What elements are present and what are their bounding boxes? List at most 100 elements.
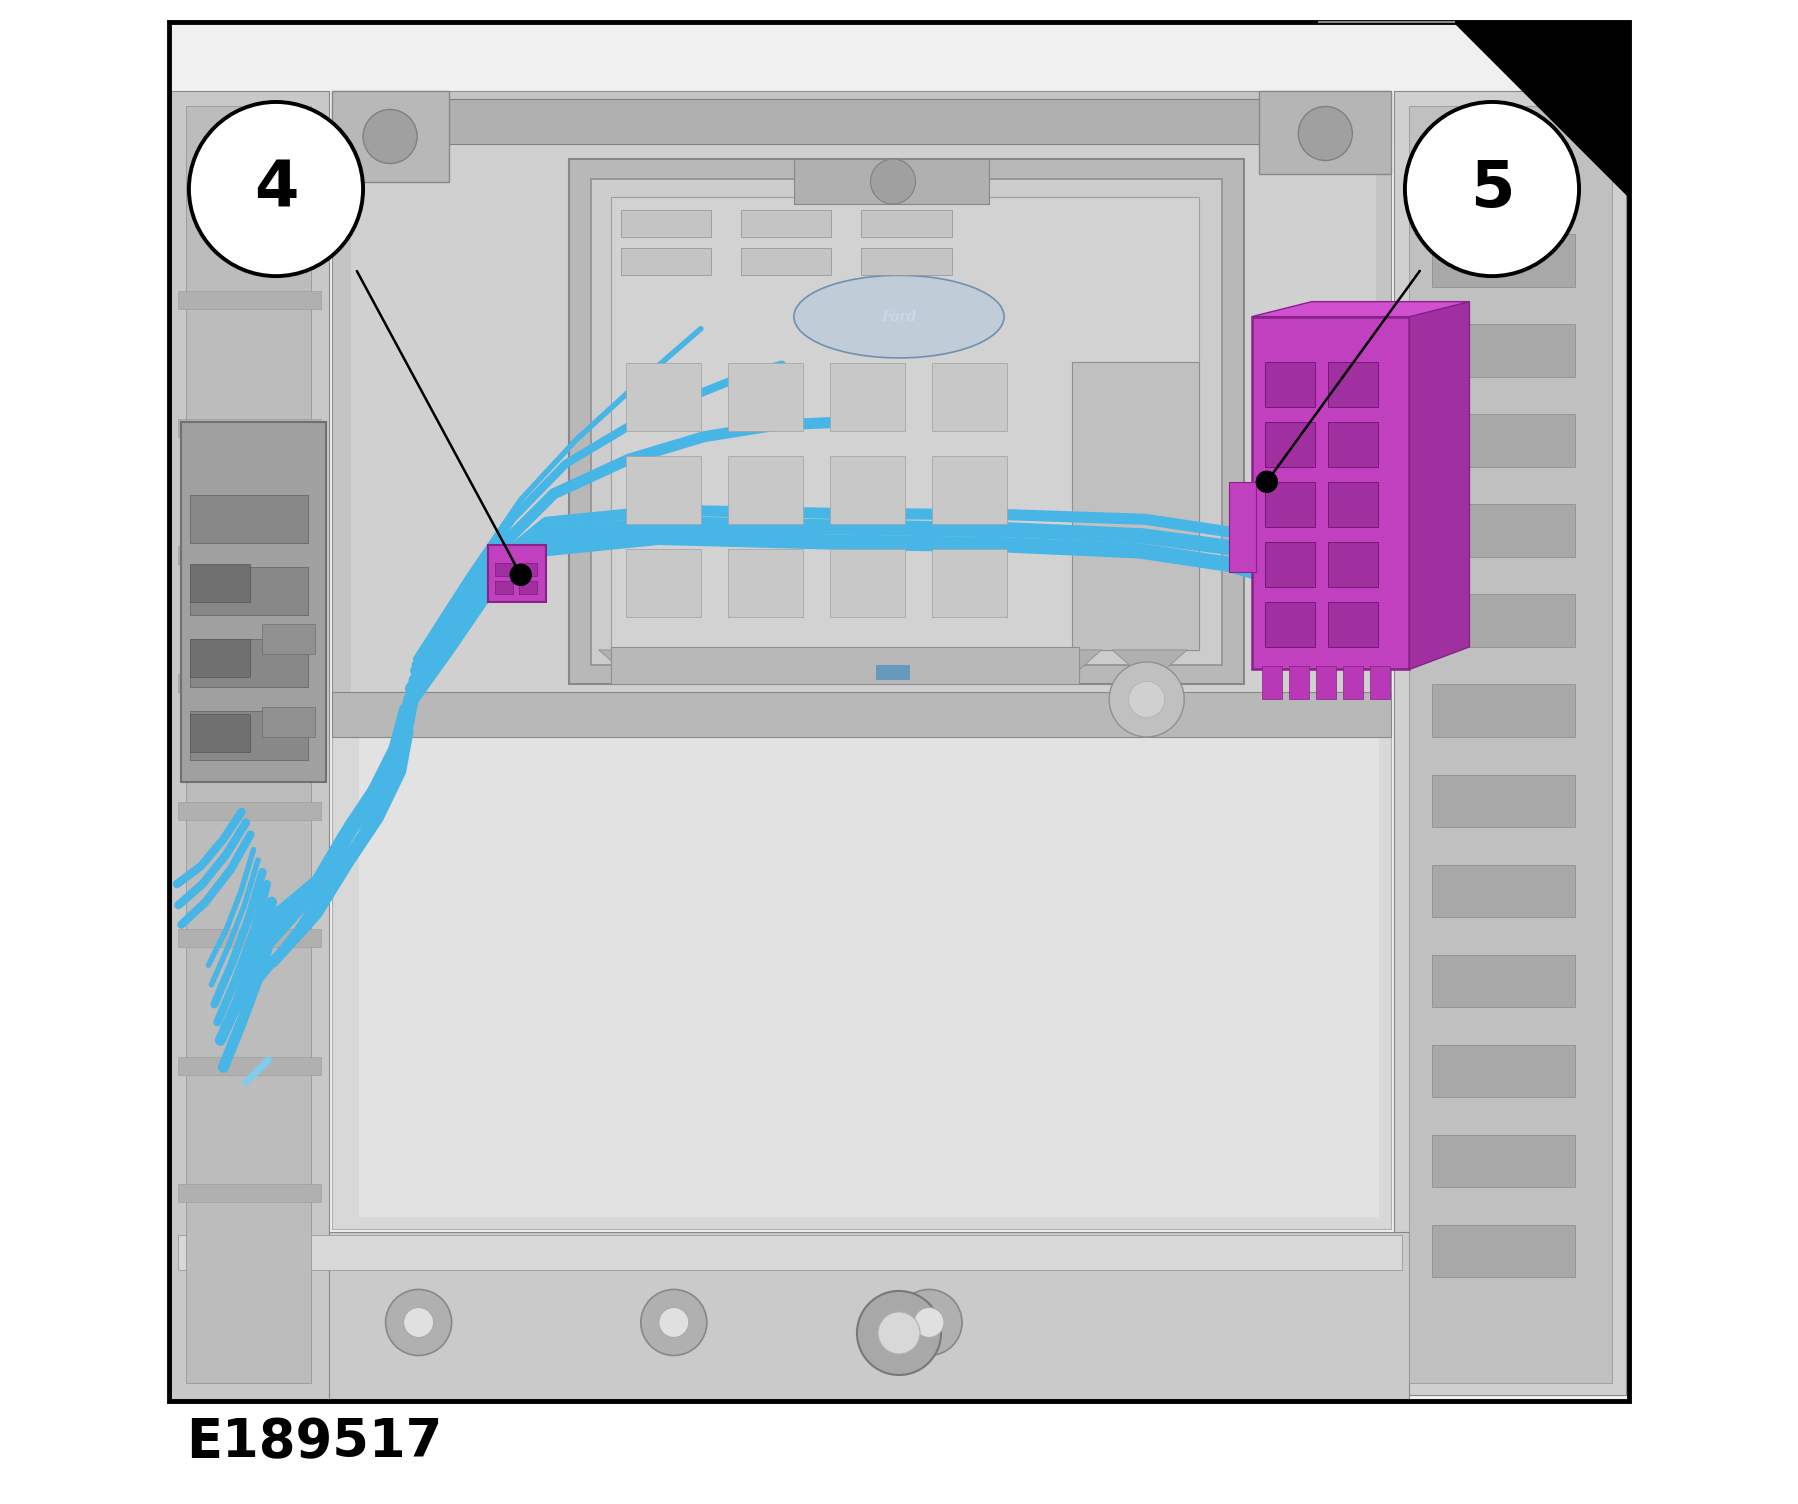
- Circle shape: [189, 102, 363, 277]
- Bar: [1431, 684, 1575, 737]
- Bar: [191, 639, 250, 677]
- Bar: [1431, 955, 1575, 1008]
- Bar: [861, 211, 951, 238]
- Bar: [1289, 666, 1309, 699]
- Bar: [741, 248, 831, 275]
- Bar: [626, 362, 701, 430]
- Polygon shape: [1027, 650, 1102, 683]
- Bar: [741, 211, 831, 238]
- Bar: [931, 362, 1007, 430]
- Circle shape: [511, 564, 530, 585]
- Polygon shape: [182, 421, 325, 782]
- Bar: [1370, 666, 1390, 699]
- Bar: [1431, 504, 1575, 556]
- Ellipse shape: [795, 275, 1003, 358]
- Circle shape: [870, 159, 915, 205]
- Polygon shape: [1455, 23, 1629, 197]
- Bar: [622, 211, 712, 238]
- Bar: [728, 362, 804, 430]
- Bar: [178, 418, 322, 436]
- Circle shape: [403, 1307, 433, 1337]
- Polygon shape: [331, 722, 1392, 1229]
- Bar: [1266, 541, 1314, 587]
- Bar: [1316, 666, 1336, 699]
- Circle shape: [385, 1289, 451, 1355]
- Bar: [1262, 666, 1282, 699]
- Circle shape: [363, 110, 417, 164]
- Polygon shape: [331, 92, 1392, 722]
- Bar: [178, 1184, 322, 1202]
- Circle shape: [858, 1290, 940, 1375]
- Bar: [831, 549, 904, 617]
- Bar: [1431, 594, 1575, 647]
- Text: 5: 5: [1469, 158, 1514, 220]
- Bar: [494, 581, 512, 594]
- Bar: [1431, 865, 1575, 917]
- Bar: [626, 549, 701, 617]
- Bar: [191, 711, 307, 760]
- Bar: [1329, 421, 1377, 466]
- Polygon shape: [685, 650, 759, 683]
- Text: 4: 4: [254, 158, 298, 220]
- Polygon shape: [331, 92, 450, 182]
- Bar: [191, 567, 307, 615]
- Polygon shape: [1259, 92, 1392, 174]
- Circle shape: [895, 1289, 962, 1355]
- Bar: [1431, 1136, 1575, 1187]
- Bar: [520, 562, 538, 576]
- Polygon shape: [487, 544, 547, 602]
- Polygon shape: [185, 107, 311, 1382]
- Bar: [191, 495, 307, 543]
- Polygon shape: [1395, 92, 1625, 1394]
- Bar: [1329, 541, 1377, 587]
- Bar: [831, 362, 904, 430]
- Bar: [178, 546, 322, 564]
- Text: Ford: Ford: [881, 310, 917, 323]
- Polygon shape: [331, 99, 1392, 144]
- Bar: [1431, 325, 1575, 376]
- Bar: [931, 456, 1007, 523]
- Bar: [1329, 361, 1377, 406]
- Polygon shape: [1251, 302, 1469, 317]
- Polygon shape: [611, 197, 1199, 650]
- Circle shape: [1404, 102, 1579, 277]
- Circle shape: [1298, 107, 1352, 161]
- Text: E189517: E189517: [185, 1417, 442, 1468]
- Bar: [931, 549, 1007, 617]
- Polygon shape: [770, 650, 845, 683]
- Polygon shape: [171, 92, 329, 1399]
- Polygon shape: [171, 1232, 1410, 1399]
- Bar: [728, 456, 804, 523]
- Bar: [494, 562, 512, 576]
- Bar: [1431, 414, 1575, 466]
- Circle shape: [913, 1307, 944, 1337]
- Bar: [1329, 481, 1377, 526]
- Bar: [178, 1057, 322, 1075]
- Polygon shape: [331, 692, 1392, 737]
- Bar: [1266, 481, 1314, 526]
- Polygon shape: [1410, 107, 1613, 1382]
- Bar: [831, 456, 904, 523]
- Circle shape: [640, 1289, 707, 1355]
- Polygon shape: [1113, 650, 1187, 683]
- Bar: [861, 248, 951, 275]
- Polygon shape: [171, 26, 1627, 1399]
- Polygon shape: [592, 179, 1223, 665]
- Polygon shape: [795, 159, 989, 205]
- Bar: [1266, 361, 1314, 406]
- Bar: [1431, 235, 1575, 287]
- Bar: [1431, 775, 1575, 827]
- Bar: [520, 581, 538, 594]
- Circle shape: [658, 1307, 689, 1337]
- Polygon shape: [568, 159, 1244, 684]
- Polygon shape: [856, 650, 931, 683]
- Bar: [178, 292, 322, 310]
- Polygon shape: [940, 650, 1016, 683]
- Circle shape: [1257, 471, 1277, 492]
- Bar: [1329, 602, 1377, 647]
- Bar: [191, 714, 250, 752]
- Bar: [191, 564, 250, 602]
- Bar: [622, 248, 712, 275]
- Bar: [626, 456, 701, 523]
- Polygon shape: [611, 647, 1079, 684]
